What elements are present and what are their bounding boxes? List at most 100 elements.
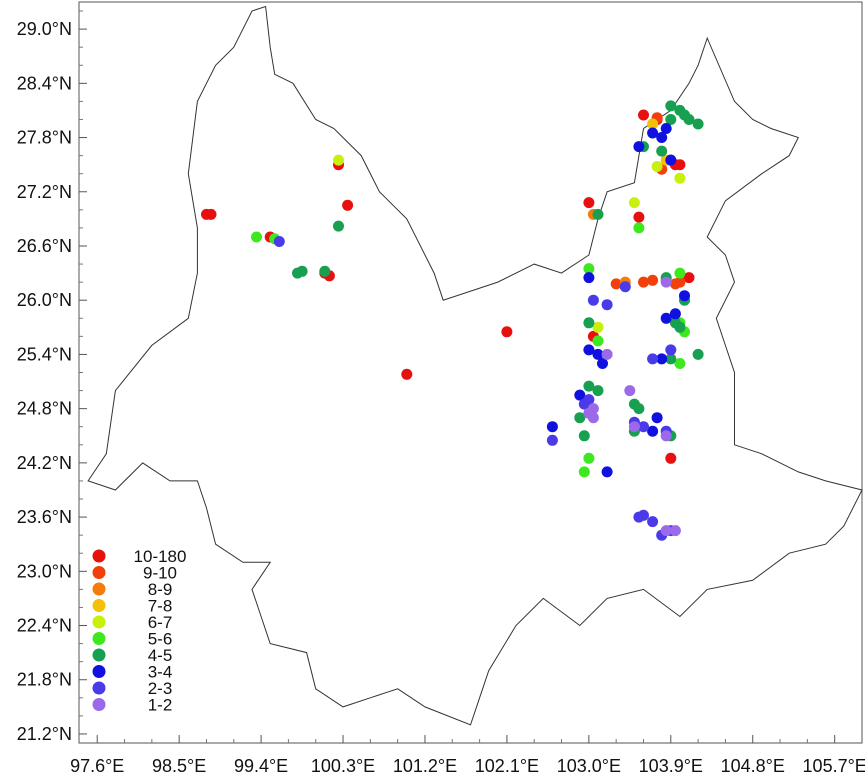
station-point: [583, 380, 595, 392]
x-tick-label: 104.8°E: [721, 756, 785, 776]
plot-frame: [78, 1, 863, 744]
station-point: [665, 344, 677, 356]
station-point: [647, 127, 659, 139]
station-point: [205, 208, 217, 220]
legend-marker: [92, 665, 106, 678]
legend-marker: [92, 615, 106, 629]
station-point: [601, 466, 613, 478]
station-point: [251, 231, 262, 243]
station-point: [592, 208, 604, 220]
x-tick-label: 102.1°E: [475, 756, 539, 776]
station-point: [583, 197, 595, 209]
station-point: [333, 154, 344, 166]
station-point: [647, 274, 659, 286]
station-point: [692, 348, 704, 360]
x-tick-label: 97.6°E: [70, 756, 124, 776]
station-point: [651, 412, 663, 424]
legend-label: 5-6: [148, 630, 173, 649]
legend-label: 6-7: [148, 613, 173, 632]
station-point: [638, 276, 649, 288]
station-point: [683, 272, 695, 284]
station-point: [583, 452, 595, 464]
station-point: [578, 466, 590, 478]
station-point: [638, 509, 649, 521]
station-point: [587, 294, 599, 306]
station-point: [674, 172, 686, 184]
legend-marker: [92, 566, 106, 579]
y-tick-label: 24.2°N: [17, 453, 72, 473]
station-point: [587, 403, 599, 415]
station-point: [660, 123, 672, 134]
station-point: [601, 299, 613, 311]
station-point: [574, 389, 586, 401]
station-point: [638, 421, 649, 433]
station-points: [201, 100, 704, 541]
station-point: [633, 141, 645, 153]
province-boundary: [87, 5, 863, 726]
legend-marker: [92, 582, 106, 596]
x-tick-label: 103.0°E: [557, 756, 621, 776]
legend-marker: [92, 549, 106, 563]
station-point: [651, 161, 663, 172]
station-point: [647, 425, 659, 437]
axes: 97.6°E 98.5°E 99.4°E 100.3°E 101.2°E 102.1°E 1…: [17, 10, 865, 776]
x-tick-label: 98.5°E: [152, 756, 206, 776]
station-point: [692, 118, 704, 130]
legend-label: 4-5: [148, 646, 173, 665]
station-point: [665, 114, 677, 125]
station-point: [665, 100, 677, 112]
station-point: [583, 394, 595, 406]
x-tick-label: 99.4°E: [234, 756, 288, 776]
y-tick-label: 26.0°N: [17, 290, 72, 310]
station-point: [674, 358, 686, 369]
station-point: [592, 335, 604, 347]
station-point: [683, 114, 695, 125]
y-tick-label: 28.4°N: [17, 73, 72, 93]
station-point: [656, 132, 668, 143]
station-point: [660, 430, 672, 442]
x-tick-label: 100.3°E: [311, 756, 375, 776]
station-point: [665, 353, 677, 365]
station-point: [647, 353, 659, 365]
legend-label: 8-9: [148, 580, 173, 599]
y-tick-label: 26.6°N: [17, 236, 72, 256]
station-point: [574, 412, 586, 424]
station-point: [679, 290, 690, 302]
station-point: [633, 222, 645, 234]
y-tick-label: 21.2°N: [17, 724, 72, 744]
station-point: [660, 312, 672, 324]
station-point: [660, 276, 672, 288]
y-tick-label: 22.4°N: [17, 616, 72, 636]
legend-label: 7-8: [148, 597, 173, 616]
legend-marker: [92, 599, 106, 612]
station-point: [610, 278, 622, 290]
x-tick-label: 103.9°E: [639, 756, 703, 776]
station-point: [633, 403, 645, 415]
legend-label: 3-4: [148, 663, 173, 682]
y-tick-label: 29.0°N: [17, 19, 72, 39]
station-point: [674, 321, 686, 333]
station-point: [656, 353, 668, 365]
station-point: [665, 154, 677, 166]
legend-label: 2-3: [148, 679, 173, 698]
station-point: [592, 348, 604, 360]
station-point: [619, 281, 631, 293]
station-point: [546, 421, 558, 433]
legend-label: 9-10: [143, 564, 177, 583]
y-tick-label: 21.8°N: [17, 670, 72, 690]
legend-marker: [92, 632, 106, 645]
station-point: [601, 348, 613, 360]
y-tick-label: 27.8°N: [17, 128, 72, 148]
y-tick-label: 24.8°N: [17, 399, 72, 419]
station-point: [665, 452, 677, 464]
legend-label: 1-2: [148, 696, 173, 715]
station-point: [592, 321, 604, 333]
station-point: [633, 211, 645, 223]
station-point: [583, 272, 595, 284]
station-point: [638, 109, 649, 121]
station-point: [546, 434, 558, 446]
station-point: [583, 263, 595, 275]
station-point: [401, 368, 413, 380]
